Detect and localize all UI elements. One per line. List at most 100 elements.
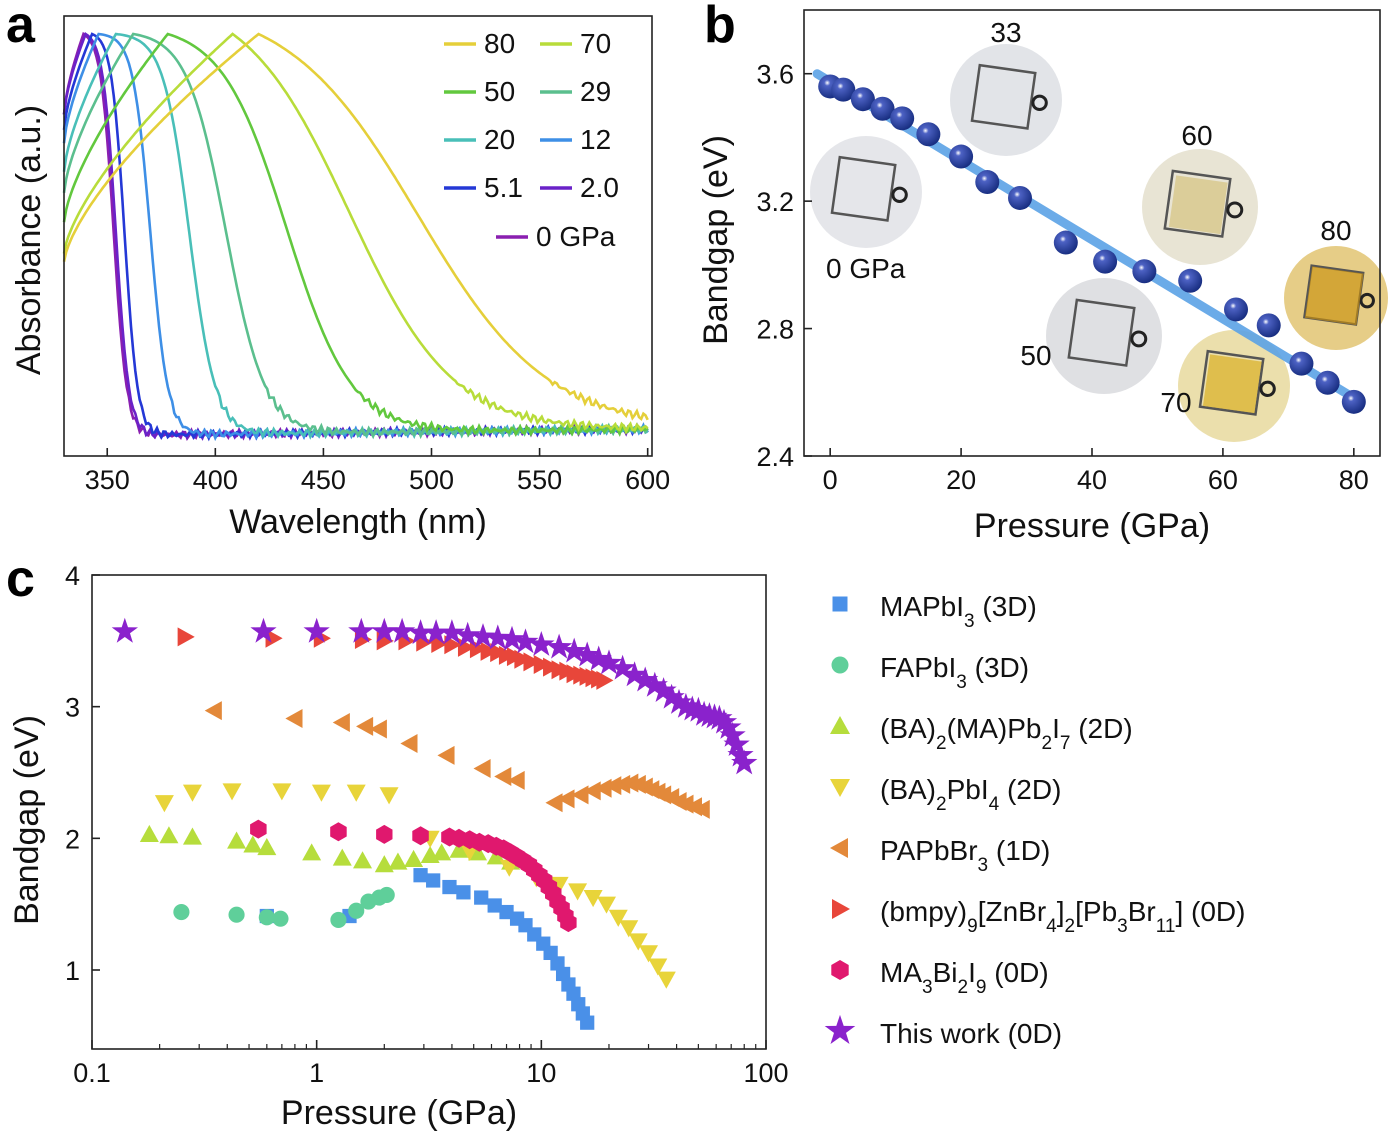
- legend-label-part: 4: [989, 794, 1000, 815]
- panel-label-c: c: [6, 550, 35, 608]
- legend-label-part: (BA): [880, 713, 936, 744]
- legend-label-a: 0 GPa: [536, 221, 616, 252]
- ruby-marker: [1259, 380, 1276, 398]
- legend-label-part: (0D): [986, 957, 1048, 988]
- data-point-c: [571, 785, 589, 805]
- bandgap-point: [1008, 185, 1032, 210]
- x-tick-label-c: 0.1: [73, 1058, 111, 1088]
- legend-label-c: (bmpy)9[ZnBr4]2[Pb3Br11] (0D): [880, 896, 1245, 937]
- data-point-c: [454, 621, 481, 647]
- bandgap-point: [1178, 268, 1203, 293]
- x-tick-label-c: 10: [526, 1058, 556, 1088]
- data-point-c: [632, 666, 659, 692]
- data-point-c: [514, 649, 532, 669]
- bandgap-point: [1224, 297, 1248, 322]
- y-tick-label-c: 1: [65, 956, 80, 986]
- legend-label-part: (1D): [988, 835, 1050, 866]
- data-point-c: [574, 641, 601, 667]
- legend-label-part: 3: [1117, 916, 1128, 937]
- data-point-c: [507, 770, 525, 790]
- data-point-c: [389, 617, 416, 643]
- legend-label-c: (BA)2PbI4 (2D): [880, 774, 1061, 815]
- y-tick-label-c: 4: [65, 561, 80, 591]
- legend-label-part: Bi: [933, 957, 958, 988]
- bandgap-point: [1093, 249, 1118, 274]
- data-point-c: [484, 624, 511, 650]
- pressure-annotation: 0 GPa: [826, 253, 906, 284]
- legend-label-part: (MA)Pb: [947, 713, 1042, 744]
- legend-label-part: Br: [1128, 896, 1156, 927]
- pressure-annotation: 60: [1181, 120, 1212, 151]
- legend-label-a: 80: [484, 28, 515, 59]
- data-point-c: [595, 649, 623, 675]
- legend-label-c: PAPbBr3 (1D): [880, 835, 1050, 876]
- ruby-marker: [1359, 292, 1375, 309]
- legend-label-part: PAPbBr: [880, 835, 978, 866]
- pressure-annotation: 33: [990, 17, 1021, 48]
- y-tick-label-c: 3: [65, 693, 80, 723]
- legend-label-part: This work (0D): [880, 1018, 1062, 1049]
- data-point-c: [619, 920, 639, 938]
- data-point-c: [431, 633, 449, 653]
- ruby-marker: [1226, 201, 1244, 219]
- bandgap-point: [1053, 230, 1078, 255]
- data-point-c: [388, 852, 408, 870]
- data-point-c: [613, 774, 631, 794]
- y-tick-label-b: 3.2: [756, 187, 794, 217]
- x-axis-title-c: Pressure (GPa): [281, 1094, 517, 1132]
- data-point-c: [585, 645, 612, 671]
- data-point-c: [272, 910, 289, 927]
- legend-label-part: (2D): [999, 774, 1061, 805]
- legend-label-part: 2: [936, 794, 947, 815]
- bandgap-point: [1132, 259, 1157, 284]
- data-point-c: [715, 713, 742, 739]
- series-c-star: [111, 617, 758, 775]
- data-point-c: [438, 619, 466, 645]
- data-point-c: [348, 617, 375, 643]
- legend-label-part: (3D): [967, 652, 1029, 683]
- data-point-c: [378, 886, 395, 904]
- data-point-c: [641, 671, 668, 697]
- legend-label-part: 2: [957, 977, 968, 998]
- absorbance-curve-20: [62, 32, 649, 440]
- x-tick-label-b: 80: [1339, 465, 1369, 495]
- data-point-c: [469, 623, 497, 648]
- data-point-c: [303, 617, 330, 643]
- data-point-c: [560, 913, 577, 933]
- series-c-hexagon: [250, 819, 577, 933]
- legend-label-part: MA: [880, 957, 922, 988]
- data-point-c: [487, 898, 502, 913]
- data-point-c: [604, 776, 622, 796]
- data-point-c: [727, 741, 754, 767]
- y-axis-title-c: Bandgap (eV): [8, 715, 46, 925]
- panel-a: 350 400 450 500 550 600 Wavelength (nm) Absorba…: [6, 0, 670, 541]
- legend-label-part: (2D): [1070, 713, 1132, 744]
- legend-label-c: FAPbI3 (3D): [880, 652, 1029, 693]
- y-tick-label-b: 3.6: [756, 60, 794, 90]
- legend-label-a: 2.0: [580, 172, 619, 203]
- data-point-c: [111, 617, 138, 643]
- data-point-c: [561, 637, 588, 663]
- data-point-c: [374, 855, 394, 873]
- data-point-c: [494, 766, 512, 786]
- y-tick-label-c: 2: [65, 824, 80, 854]
- data-point-c: [204, 701, 222, 721]
- data-point-c: [265, 628, 283, 648]
- legend-label-part: 11: [1156, 916, 1176, 937]
- legend-label-part: 9: [976, 977, 987, 998]
- legend-marker-c: [830, 716, 850, 734]
- panel-label-b: b: [704, 0, 736, 54]
- data-point-c: [621, 661, 648, 687]
- bandgap-point: [850, 87, 875, 112]
- y-axis-title-a: Absorbance (a.u.): [10, 105, 48, 375]
- legend-label-part: 9: [967, 916, 978, 937]
- data-point-c: [442, 879, 457, 895]
- x-tick-label-a: 450: [301, 465, 346, 495]
- legend-label-a: 29: [580, 76, 611, 107]
- legend-label-part: [ZnBr: [978, 896, 1046, 927]
- panel-b: 0 20 40 60 80 2.4 2.8 3.2 3.6 Pressure (GPa) Bandg…: [697, 0, 1388, 545]
- legend-label-a: 50: [484, 76, 515, 107]
- data-point-c: [407, 619, 434, 645]
- series-c-circle: [173, 886, 395, 929]
- data-point-c: [356, 716, 374, 736]
